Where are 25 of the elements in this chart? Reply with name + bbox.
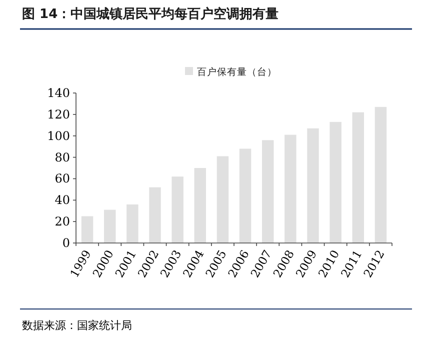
bar: [104, 210, 116, 243]
bar: [374, 106, 387, 243]
y-tick-label: 80: [54, 150, 70, 164]
y-tick-label: 20: [54, 214, 70, 229]
bar: [149, 187, 161, 243]
bar: [284, 134, 296, 243]
bar: [352, 112, 364, 243]
y-tick-label: 140: [47, 86, 70, 100]
bar: [194, 168, 206, 243]
y-tick-label: 40: [54, 193, 70, 208]
bar: [216, 156, 229, 243]
bar: [239, 148, 252, 243]
y-tick-label: 0: [62, 236, 70, 250]
bar: [81, 216, 94, 243]
bar: [172, 176, 184, 243]
y-tick-label: 60: [54, 172, 70, 186]
y-tick-label: 120: [47, 107, 70, 122]
chart-title: 图 14：中国城镇居民平均每百户空调拥有量: [22, 6, 279, 22]
bar: [262, 140, 274, 243]
bar: [126, 204, 138, 243]
bar: [307, 128, 319, 243]
bar: [330, 122, 342, 243]
y-tick-label: 100: [47, 128, 70, 143]
source-note: 数据来源：国家统计局: [22, 319, 132, 332]
legend-label: 百户保有量（台）: [197, 66, 277, 78]
